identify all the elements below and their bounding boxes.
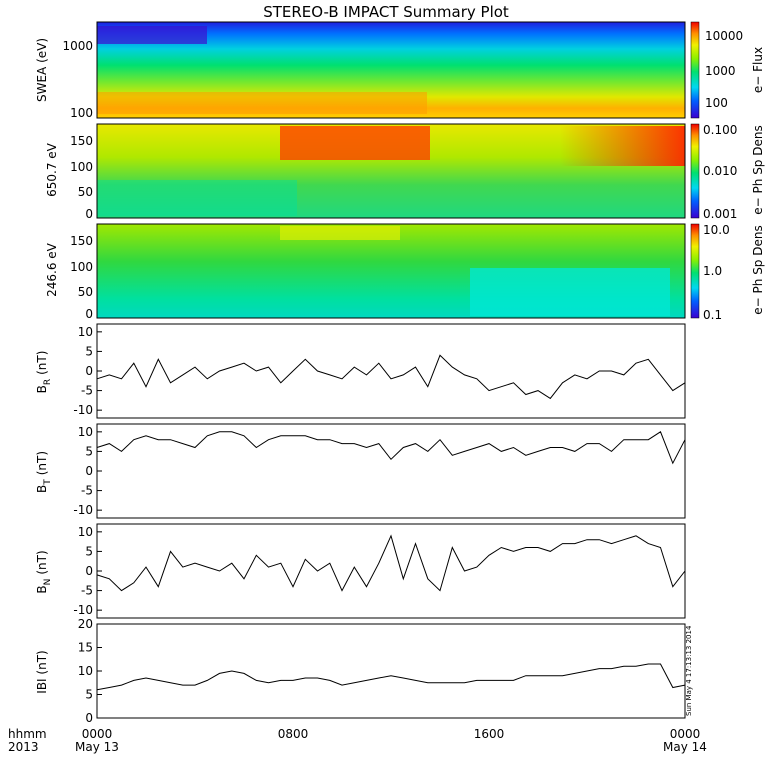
swea-ytick-100: 100	[70, 106, 93, 120]
bmag-panel: IBI (nT) 20 15 10 5 0 Sun May 4 17:13:13 201…	[35, 617, 693, 725]
bn-ytick-label: 10	[78, 525, 93, 539]
pad650-frame	[96, 123, 686, 219]
swea-cbar-label: e− Flux	[751, 47, 765, 93]
axis-unit-hhmm: hhmm	[8, 727, 47, 741]
axis-year: 2013	[8, 740, 39, 754]
bt-ylabel: BT(nT)	[35, 451, 53, 493]
pad246-ytick-0: 0	[85, 307, 93, 321]
pad246-frame	[96, 223, 686, 319]
bn-panel: BN(nT) 10 5 0 -5 -10	[35, 523, 686, 619]
bt-frame	[96, 423, 686, 519]
swea-high-energy-band	[97, 26, 207, 44]
xdate-end: May 14	[663, 740, 707, 754]
bt-yticks: 10 5 0 -5 -10	[73, 425, 102, 517]
swea-low-energy-band	[97, 92, 427, 114]
pad650-ytick-100: 100	[70, 160, 93, 174]
pad650-cbar-tick-0.001: 0.001	[703, 207, 737, 221]
bn-ytick-label: -10	[73, 603, 93, 617]
pad650-hot-center	[280, 126, 430, 160]
bn-ytick-label: 5	[85, 544, 93, 558]
br-ytick-label: -10	[73, 403, 93, 417]
pad650-ylabel: 650.7 eV	[45, 142, 59, 197]
bt-ytick-label: -10	[73, 503, 93, 517]
bn-ytick-label: 0	[85, 564, 93, 578]
swea-colorbar	[690, 21, 700, 119]
bn-frame	[96, 523, 686, 619]
br-ytick-label: 0	[85, 364, 93, 378]
bn-yticks: 10 5 0 -5 -10	[73, 525, 102, 617]
pad246-colorbar	[690, 223, 700, 319]
bn-ytick-label: -5	[81, 584, 93, 598]
br-yticks: 10 5 0 -5 -10	[73, 325, 102, 417]
xtick-0800: 0800	[278, 727, 309, 741]
xdate-start: May 13	[75, 740, 119, 754]
pad650-ytick-0: 0	[85, 207, 93, 221]
xtick-0000-end: 0000	[670, 727, 701, 741]
br-ytick-label: 5	[85, 344, 93, 358]
bmag-ylabel: IBI (nT)	[35, 650, 49, 693]
pad650-panel: 650.7 eV 150 100 50 0 0.100 0.010 0.001 …	[45, 123, 765, 221]
bmag-ytick-label: 0	[85, 711, 93, 725]
br-ylabel: BR(nT)	[35, 351, 53, 394]
pad650-cbar-tick-0.010: 0.010	[703, 164, 737, 178]
timestamp-label: Sun May 4 17:13:13 2014	[685, 625, 693, 716]
swea-ytick-1000: 1000	[62, 39, 93, 53]
br-ytick-label: -5	[81, 384, 93, 398]
br-panel: BR(nT) 10 5 0 -5 -10	[35, 323, 686, 419]
bmag-frame	[96, 623, 686, 719]
pad246-cbar-label: e− Ph Sp Dens	[751, 225, 765, 314]
bt-ytick-label: 10	[78, 425, 93, 439]
pad246-panel: 246.6 eV 150 100 50 0 10.0 1.0 0.1 e− Ph…	[45, 223, 765, 322]
xtick-1600: 1600	[474, 727, 505, 741]
swea-frame	[96, 21, 686, 119]
pad246-cbar-tick-0.1: 0.1	[703, 308, 722, 322]
pad246-ytick-50: 50	[78, 285, 93, 299]
swea-cbar-tick-100: 100	[705, 96, 728, 110]
swea-panel: SWEA (eV) 1000 100 10000 1000 100 e− Flu…	[35, 21, 765, 120]
bmag-yticks: 20 15 10 5 0	[78, 617, 102, 725]
bmag-ytick-label: 5	[85, 688, 93, 702]
bmag-ytick-label: 20	[78, 617, 93, 631]
pad650-cbar-label: e− Ph Sp Dens	[751, 125, 765, 214]
pad650-hot-right	[560, 126, 685, 166]
bt-ytick-label: 0	[85, 464, 93, 478]
pad246-cbar-tick-10.0: 10.0	[703, 223, 730, 237]
bn-series-line	[96, 534, 686, 592]
bt-series-line	[96, 431, 686, 465]
pad246-ylabel: 246.6 eV	[45, 242, 59, 297]
pad650-cyan-left	[97, 180, 297, 216]
bt-ytick-label: -5	[81, 484, 93, 498]
pad650-ytick-150: 150	[70, 134, 93, 148]
swea-cbar-tick-1000: 1000	[705, 64, 736, 78]
plot-title: STEREO-B IMPACT Summary Plot	[263, 3, 509, 21]
pad650-ytick-50: 50	[78, 185, 93, 199]
pad246-cbar-tick-1.0: 1.0	[703, 264, 722, 278]
pad246-ytick-100: 100	[70, 260, 93, 274]
bmag-ytick-label: 15	[78, 641, 93, 655]
bmag-ytick-label: 10	[78, 664, 93, 678]
bt-ytick-label: 5	[85, 444, 93, 458]
pad650-cbar-tick-0.100: 0.100	[703, 123, 737, 137]
swea-cbar-tick-10000: 10000	[705, 29, 743, 43]
pad246-ytick-150: 150	[70, 234, 93, 248]
xtick-0000-start: 0000	[82, 727, 113, 741]
pad246-yellow-top	[280, 226, 400, 240]
pad246-cyan-right	[470, 268, 670, 316]
br-ytick-label: 10	[78, 325, 93, 339]
pad650-colorbar	[690, 123, 700, 219]
swea-ylabel: SWEA (eV)	[35, 38, 49, 102]
br-series-line	[96, 354, 686, 400]
bn-ylabel: BN(nT)	[35, 550, 53, 593]
bt-panel: BT(nT) 10 5 0 -5 -10	[35, 423, 686, 519]
bmag-series-line	[96, 663, 686, 691]
time-axis: hhmm 2013 0000 0800 1600 0000 May 13 May…	[8, 727, 707, 754]
br-frame	[96, 323, 686, 419]
